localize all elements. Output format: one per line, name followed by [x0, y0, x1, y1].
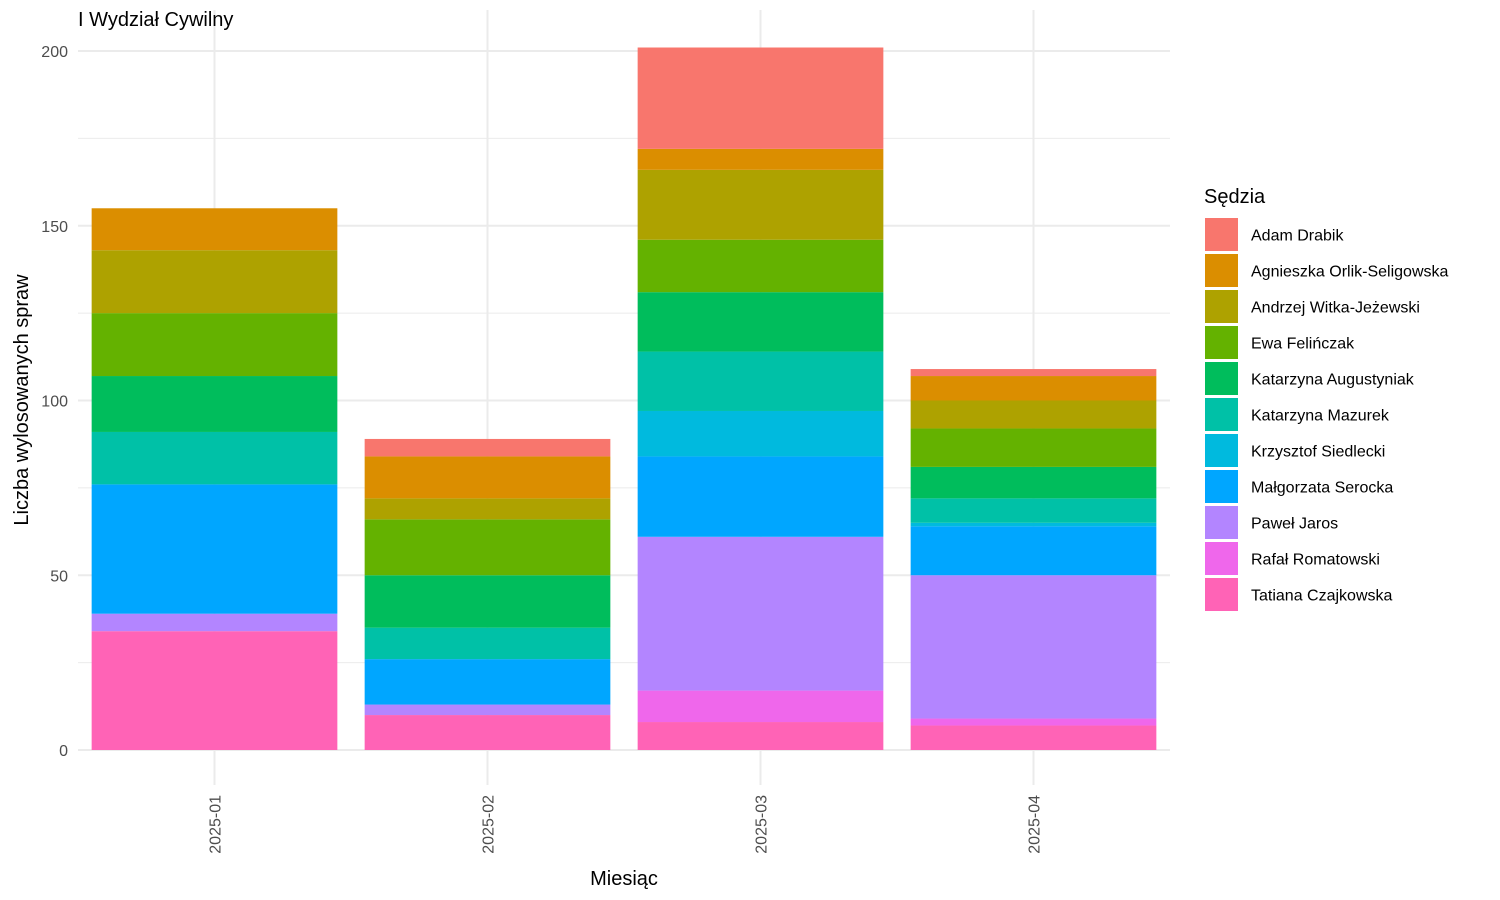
legend-key — [1205, 470, 1238, 503]
legend-key — [1205, 506, 1238, 539]
legend-label: Krzysztof Siedlecki — [1251, 444, 1385, 461]
x-tick-label: 2025-04 — [1027, 795, 1044, 854]
legend-label: Ewa Felińczak — [1251, 336, 1355, 353]
legend-label: Tatiana Czajkowska — [1251, 588, 1393, 605]
bar-segment — [91, 313, 338, 377]
bar-segment — [364, 627, 611, 660]
bar-segment — [637, 536, 884, 691]
bar-segment — [910, 526, 1157, 576]
bar-segment — [364, 715, 611, 750]
legend-key — [1205, 362, 1238, 395]
y-tick-label: 100 — [41, 394, 68, 411]
x-axis-ticks: 2025-01 2025-02 2025-03 2025-04 — [208, 795, 1044, 854]
legend-key — [1205, 398, 1238, 431]
bar-segment — [637, 169, 884, 240]
legend-label: Katarzyna Augustyniak — [1251, 372, 1415, 389]
bar-segment — [637, 148, 884, 170]
bar-segment — [364, 438, 611, 457]
bar-segment — [910, 575, 1157, 719]
legend-key — [1205, 542, 1238, 575]
bar-segment — [91, 631, 338, 750]
x-tick-label: 2025-01 — [208, 795, 225, 854]
x-axis-title: Miesiąc — [590, 868, 658, 890]
bar-segment — [637, 456, 884, 537]
legend-key — [1205, 578, 1238, 611]
bar-segment — [637, 351, 884, 411]
y-tick-label: 200 — [41, 44, 68, 61]
y-tick-label: 0 — [59, 743, 68, 760]
legend-label: Agnieszka Orlik-Seligowska — [1251, 264, 1449, 281]
bar-segment — [910, 522, 1157, 527]
y-axis-ticks: 0 50 100 150 200 — [41, 44, 68, 760]
legend-label: Małgorzata Serocka — [1251, 480, 1393, 497]
bar-segment — [637, 722, 884, 750]
legend-label: Adam Drabik — [1251, 228, 1344, 245]
bar-segment — [91, 376, 338, 432]
bar-segment — [91, 208, 338, 251]
bar-segment — [364, 498, 611, 520]
bar-segment — [364, 704, 611, 716]
bar-segment — [910, 466, 1157, 499]
bar-segment — [91, 484, 338, 614]
legend-key — [1205, 254, 1238, 287]
bar-segment — [91, 431, 338, 485]
x-tick-label: 2025-03 — [754, 795, 771, 854]
legend-key — [1205, 290, 1238, 323]
legend: Sędzia Adam Drabik Agnieszka Orlik-Seligo… — [1204, 186, 1449, 611]
legend-key — [1205, 218, 1238, 251]
bar-segment — [637, 690, 884, 723]
bar-segment — [637, 47, 884, 149]
legend-label: Paweł Jaros — [1251, 516, 1338, 533]
bar-segment — [910, 369, 1157, 377]
bar-segment — [637, 239, 884, 293]
bars — [91, 47, 1157, 750]
legend-label: Andrzej Witka-Jeżewski — [1251, 300, 1420, 317]
legend-items: Adam Drabik Agnieszka Orlik-Seligowska And… — [1205, 218, 1449, 611]
bar-segment — [910, 400, 1157, 429]
bar-segment — [637, 410, 884, 457]
y-tick-label: 150 — [41, 219, 68, 236]
bar-segment — [364, 659, 611, 705]
chart-title: I Wydział Cywilny — [78, 9, 233, 31]
bar-segment — [637, 292, 884, 352]
bar-segment — [91, 613, 338, 632]
bar-segment — [910, 428, 1157, 467]
bar-segment — [910, 498, 1157, 523]
bar-segment — [364, 456, 611, 499]
bar-segment — [364, 519, 611, 576]
legend-label: Katarzyna Mazurek — [1251, 408, 1390, 425]
legend-label: Rafał Romatowski — [1251, 552, 1380, 569]
legend-key — [1205, 326, 1238, 359]
legend-title: Sędzia — [1204, 186, 1266, 208]
y-tick-label: 50 — [50, 568, 68, 585]
bar-segment — [91, 250, 338, 314]
x-tick-label: 2025-02 — [481, 795, 498, 854]
bar-segment — [910, 718, 1157, 726]
bar-segment — [910, 725, 1157, 750]
bar-segment — [364, 575, 611, 628]
y-axis-title: Liczba wylosowanych spraw — [11, 274, 33, 526]
bar-segment — [910, 376, 1157, 401]
legend-key — [1205, 434, 1238, 467]
